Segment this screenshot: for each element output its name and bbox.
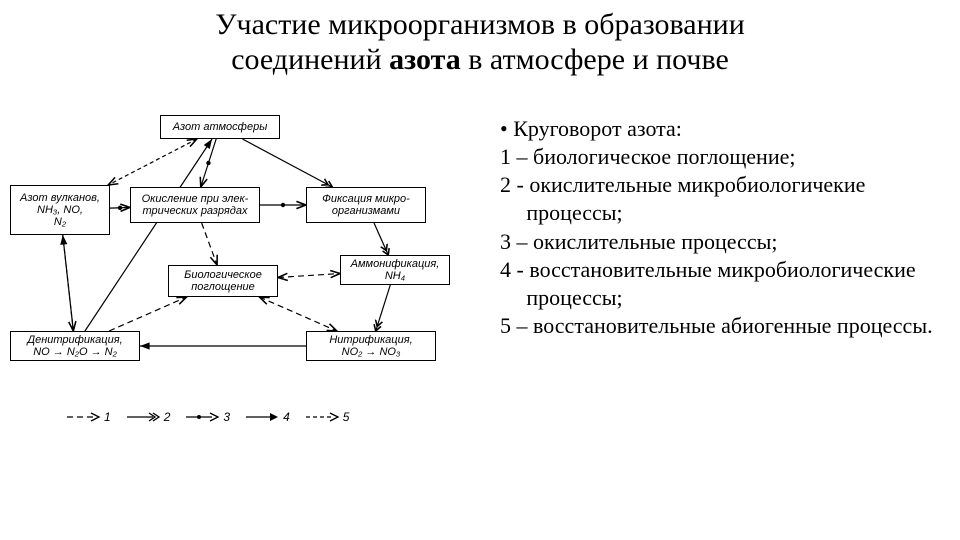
title-line1: Участие микроорганизмов в образовании [215,8,745,41]
title-line2b: в атмосфере и почве [461,43,729,76]
node-denit: Денитрификация,NO → N₂O → N₂ [10,331,140,361]
legend-item-3: 3 [184,410,230,424]
legend-num: 5 [343,410,350,424]
legend-item-2: 2 [125,410,171,424]
text-item-2: 2 - окислительные микробиологичекие проц… [500,171,945,227]
legend-item-5: 5 [304,410,350,424]
title-line2a: соединений [231,43,389,76]
page-title: Участие микроорганизмов в образовании со… [0,8,960,77]
node-nitr: Нитрификация,NO₂ → NO₃ [306,331,436,361]
legend-num: 1 [104,410,111,424]
text-heading: • Круговорот азота: [500,115,945,143]
node-ammon: Аммонификация,NH₄ [340,255,450,285]
node-vulk: Азот вулканов,NH₃, NO,N₂ [10,185,110,235]
title-line2-bold: азота [389,43,461,76]
text-item-5: 5 – восстановительные абиогенные процесс… [500,312,945,340]
node-atm: Азот атмосферы [160,115,280,139]
text-item-3: 3 – окислительные процессы; [500,228,945,256]
text-item-4: 4 - восстановительные микробиологические… [500,256,945,312]
node-fix: Фиксация микро-организмами [306,187,426,223]
text-item-1: 1 – биологическое поглощение; [500,143,945,171]
legend-item-4: 4 [244,410,290,424]
legend-text-column: • Круговорот азота: 1 – биологическое по… [500,115,945,340]
arrow-legend: 1 2 3 4 5 [65,410,349,424]
legend-num: 3 [223,410,230,424]
legend-item-1: 1 [65,410,111,424]
legend-num: 2 [164,410,171,424]
legend-num: 4 [283,410,290,424]
node-oxid: Окисление при элек-трических разрядах [130,187,260,223]
nitrogen-cycle-diagram: 1 2 3 4 5 Азот атмосферы Азот вулканов,NH₃, N… [10,115,490,475]
node-bio: Биологическоепоглощение [168,265,278,297]
